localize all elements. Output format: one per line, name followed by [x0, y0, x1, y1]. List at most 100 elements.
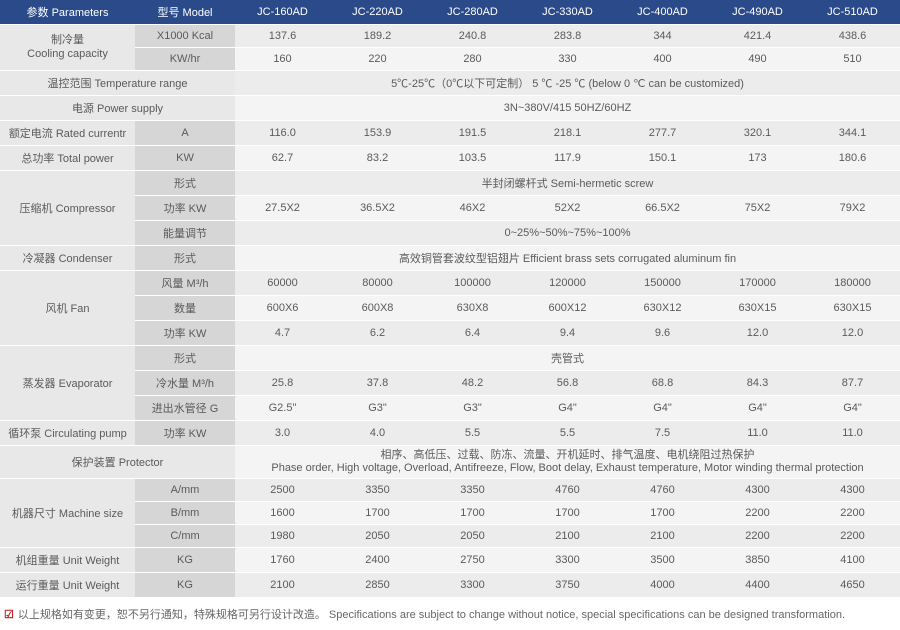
value-cell: 630X8: [425, 296, 520, 321]
value-cell: 600X12: [520, 296, 615, 321]
value-cell: 2100: [235, 573, 330, 598]
value-cell: 52X2: [520, 196, 615, 221]
value-cell: 630X15: [710, 296, 805, 321]
table-row: 冷水量 M³/h25.837.848.256.868.884.387.7: [0, 371, 900, 396]
value-cell: 3.0: [235, 421, 330, 446]
table-row: 能量调节0~25%~50%~75%~100%: [0, 221, 900, 246]
value-cell: 103.5: [425, 146, 520, 171]
value-cell: 330: [520, 48, 615, 71]
param-group: 制冷量Cooling capacity: [0, 25, 135, 71]
value-cell: 153.9: [330, 121, 425, 146]
value-cell: 240.8: [425, 25, 520, 48]
table-row: 风机 Fan风量 M³/h600008000010000012000015000…: [0, 271, 900, 296]
value-span: 相序、高低压、过载、防冻、流量、开机延时、排气温度、电机绕阻过热保护Phase …: [235, 446, 900, 479]
table-row: 总功率 Total powerKW62.783.2103.5117.9150.1…: [0, 146, 900, 171]
value-cell: 60000: [235, 271, 330, 296]
model-col: JC-490AD: [710, 0, 805, 25]
model-col: JC-330AD: [520, 0, 615, 25]
value-cell: G4": [805, 396, 900, 421]
value-cell: 11.0: [805, 421, 900, 446]
value-cell: 320.1: [710, 121, 805, 146]
param-sub: 功率 KW: [135, 421, 235, 446]
value-cell: 3850: [710, 548, 805, 573]
param-sub: 冷水量 M³/h: [135, 371, 235, 396]
value-cell: 4650: [805, 573, 900, 598]
value-span: 0~25%~50%~75%~100%: [235, 221, 900, 246]
value-cell: 12.0: [710, 321, 805, 346]
value-cell: 218.1: [520, 121, 615, 146]
table-row: 进出水管径 GG2.5"G3"G3"G4"G4"G4"G4": [0, 396, 900, 421]
value-cell: 3300: [425, 573, 520, 598]
param-group: 循环泵 Circulating pump: [0, 421, 135, 446]
value-cell: 62.7: [235, 146, 330, 171]
param-sub: 风量 M³/h: [135, 271, 235, 296]
value-cell: 6.2: [330, 321, 425, 346]
value-cell: 5.5: [520, 421, 615, 446]
value-cell: 344: [615, 25, 710, 48]
param-sub: B/mm: [135, 502, 235, 525]
value-cell: 137.6: [235, 25, 330, 48]
value-cell: 150.1: [615, 146, 710, 171]
footnote-text: 以上规格如有变更，恕不另行通知，特殊规格可另行设计改造。 Specificati…: [18, 609, 845, 621]
table-row: 功率 KW27.5X236.5X246X252X266.5X275X279X2: [0, 196, 900, 221]
value-span: 高效铜管套波纹型铝翅片 Efficient brass sets corruga…: [235, 246, 900, 271]
value-cell: 180.6: [805, 146, 900, 171]
footnote: ☑以上规格如有变更，恕不另行通知，特殊规格可另行设计改造。 Specificat…: [0, 598, 900, 630]
value-cell: 37.8: [330, 371, 425, 396]
value-cell: 1980: [235, 525, 330, 548]
param-group: 机器尺寸 Machine size: [0, 479, 135, 548]
value-cell: 84.3: [710, 371, 805, 396]
param-group: 电源 Power supply: [0, 96, 235, 121]
table-row: B/mm1600170017001700170022002200: [0, 502, 900, 525]
model-col: JC-400AD: [615, 0, 710, 25]
param-group: 运行重量 Unit Weight: [0, 573, 135, 598]
value-cell: 3300: [520, 548, 615, 573]
value-cell: 438.6: [805, 25, 900, 48]
value-cell: 120000: [520, 271, 615, 296]
spec-table: 参数 Parameters 型号 Model JC-160AD JC-220AD…: [0, 0, 900, 598]
table-row: 保护装置 Protector相序、高低压、过载、防冻、流量、开机延时、排气温度、…: [0, 446, 900, 479]
value-cell: 490: [710, 48, 805, 71]
value-cell: 2850: [330, 573, 425, 598]
value-cell: G3": [425, 396, 520, 421]
value-cell: 2050: [425, 525, 520, 548]
value-cell: 421.4: [710, 25, 805, 48]
param-group: 机组重量 Unit Weight: [0, 548, 135, 573]
table-row: 机器尺寸 Machine sizeA/mm2500335033504760476…: [0, 479, 900, 502]
value-cell: 3350: [425, 479, 520, 502]
value-cell: 4.0: [330, 421, 425, 446]
value-cell: 189.2: [330, 25, 425, 48]
model-col: JC-510AD: [805, 0, 900, 25]
value-cell: 2200: [805, 502, 900, 525]
table-row: 额定电流 Rated currentrA116.0153.9191.5218.1…: [0, 121, 900, 146]
value-cell: 173: [710, 146, 805, 171]
value-cell: 4760: [520, 479, 615, 502]
table-row: 运行重量 Unit WeightKG2100285033003750400044…: [0, 573, 900, 598]
value-cell: 79X2: [805, 196, 900, 221]
value-cell: 36.5X2: [330, 196, 425, 221]
table-row: C/mm1980205020502100210022002200: [0, 525, 900, 548]
value-cell: 1600: [235, 502, 330, 525]
value-cell: 600X6: [235, 296, 330, 321]
value-cell: 3750: [520, 573, 615, 598]
param-group: 蒸发器 Evaporator: [0, 346, 135, 421]
param-sub: C/mm: [135, 525, 235, 548]
value-cell: 630X15: [805, 296, 900, 321]
value-cell: 277.7: [615, 121, 710, 146]
value-cell: 283.8: [520, 25, 615, 48]
value-cell: 3350: [330, 479, 425, 502]
value-cell: 630X12: [615, 296, 710, 321]
value-span: 3N~380V/415 50HZ/60HZ: [235, 96, 900, 121]
param-sub: 功率 KW: [135, 321, 235, 346]
param-group: 冷凝器 Condenser: [0, 246, 135, 271]
param-sub: 能量调节: [135, 221, 235, 246]
value-cell: 5.5: [425, 421, 520, 446]
param-sub: 形式: [135, 171, 235, 196]
model-header: 型号 Model: [135, 0, 235, 25]
param-group: 额定电流 Rated currentr: [0, 121, 135, 146]
value-cell: 48.2: [425, 371, 520, 396]
value-cell: 9.6: [615, 321, 710, 346]
value-cell: G4": [520, 396, 615, 421]
value-cell: 2750: [425, 548, 520, 573]
value-cell: G2.5": [235, 396, 330, 421]
